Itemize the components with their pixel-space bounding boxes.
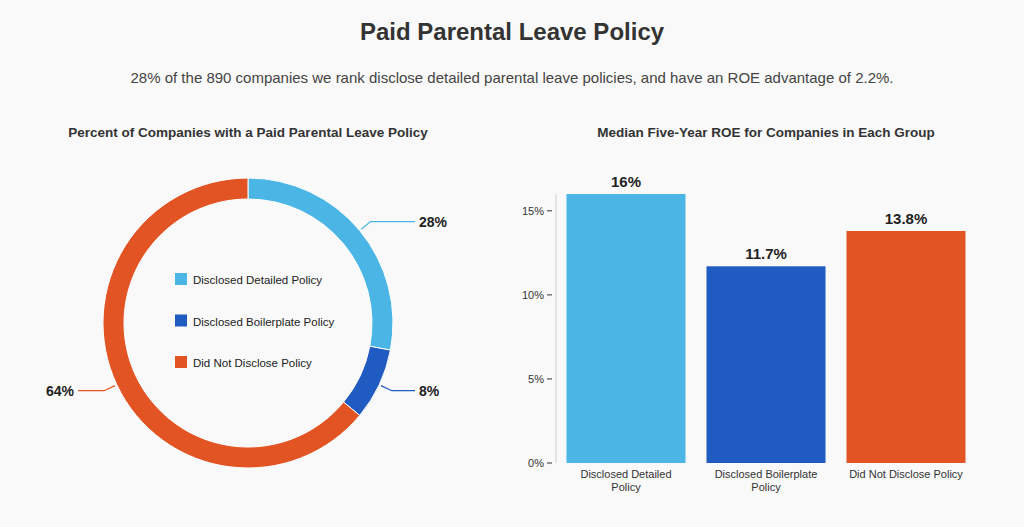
data-label: 64% [46,383,75,399]
y-tick-label: 0% [528,457,544,469]
legend-swatch [175,315,187,327]
bar [567,194,686,463]
x-tick-label-line: Disclosed Boilerplate [715,468,818,480]
leader-line [361,222,415,230]
page-title: Paid Parental Leave Policy [360,18,665,45]
donut-slice [344,346,391,415]
y-tick [547,210,552,211]
donut-slice [103,178,360,468]
x-tick-label: Did Not Disclose Policy [849,468,963,480]
x-tick-label: Disclosed BoilerplatePolicy [715,468,818,493]
y-axis-line [556,194,557,463]
x-tick-label-line: Disclosed Detailed [580,468,671,480]
x-tick-label-line: Policy [751,481,781,493]
leader-line [381,386,415,391]
page: Paid Parental Leave Policy 28% of the 890… [0,0,1024,527]
legend: Disclosed Detailed Policy Disclosed Boile… [175,273,335,369]
legend-swatch [175,273,187,285]
bars [567,194,966,463]
data-label: 16% [611,173,641,190]
legend-label: Disclosed Boilerplate Policy [193,316,335,328]
y-tick [547,294,552,295]
background [0,0,1024,527]
data-label: 28% [419,214,448,230]
page-subtitle: 28% of the 890 companies we rank disclos… [131,69,894,86]
legend-swatch [175,356,187,368]
x-tick-label-line: Did Not Disclose Policy [849,468,963,480]
chart-title: Median Five-Year ROE for Companies in Ea… [597,125,935,140]
legend-label: Disclosed Detailed Policy [193,274,322,286]
y-tick-label: 10% [522,289,544,301]
bar [707,266,826,463]
y-tick-label: 5% [528,373,544,385]
y-tick [547,463,552,464]
donut-chart: Percent of Companies with a Paid Parenta… [46,125,448,468]
legend-label: Did Not Disclose Policy [193,357,312,369]
data-label: 13.8% [885,210,928,227]
bar [847,231,966,463]
chart-title: Percent of Companies with a Paid Parenta… [68,125,428,140]
x-tick-label: Disclosed DetailedPolicy [580,468,671,493]
y-tick-label: 15% [522,205,544,217]
data-label: 11.7% [745,245,787,262]
x-tick-label-line: Policy [611,481,641,493]
y-tick [547,378,552,379]
bar-chart: Median Five-Year ROE for Companies in Ea… [522,125,966,493]
leader-line [78,386,115,391]
data-label: 8% [419,383,440,399]
